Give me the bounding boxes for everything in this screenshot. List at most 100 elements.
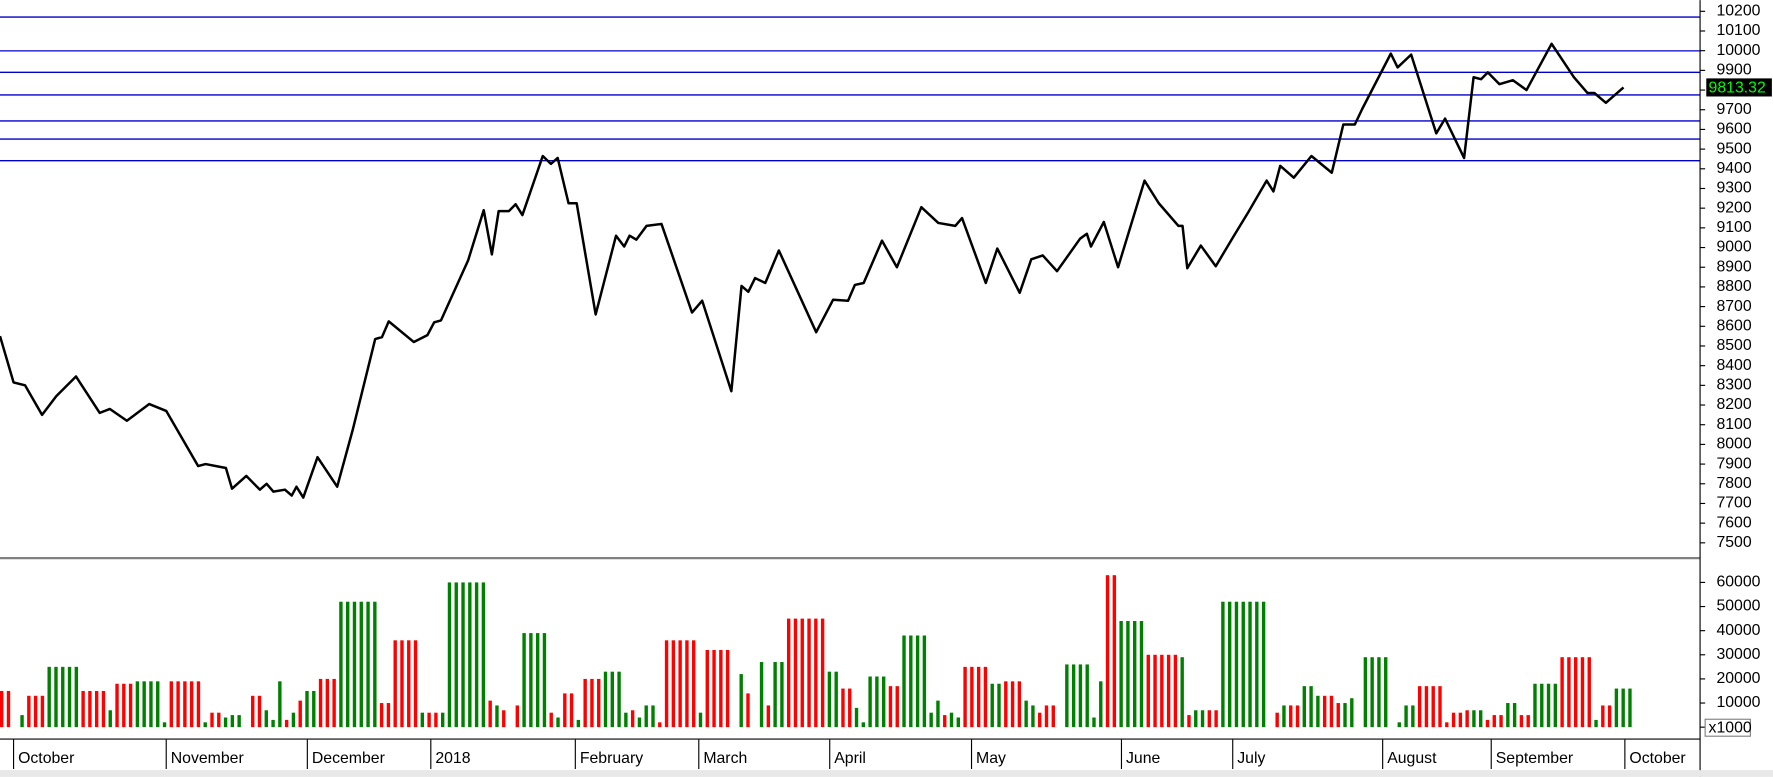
volume-bar bbox=[142, 681, 146, 728]
volume-bar bbox=[1295, 705, 1300, 728]
volume-bar bbox=[20, 715, 24, 728]
y-tick-label: 50000 bbox=[1716, 598, 1760, 615]
volume-bar bbox=[223, 717, 228, 728]
volume-bar bbox=[556, 717, 560, 728]
volume-bar bbox=[291, 712, 296, 728]
volume-bar bbox=[671, 640, 676, 728]
volume-bar bbox=[793, 618, 798, 728]
y-tick-label: 8900 bbox=[1716, 258, 1751, 275]
volume-bar bbox=[162, 722, 167, 728]
volume-bar bbox=[929, 712, 933, 728]
volume-bar bbox=[189, 681, 194, 728]
volume-bar bbox=[1519, 715, 1524, 728]
volume-bar bbox=[786, 618, 791, 728]
volume-bar bbox=[807, 618, 811, 728]
volume-bar bbox=[617, 671, 621, 728]
volume-bar bbox=[841, 688, 845, 728]
volume-bar bbox=[237, 715, 241, 728]
volume-bar bbox=[970, 666, 974, 728]
volume-bar bbox=[332, 678, 336, 728]
volume-bar bbox=[624, 712, 628, 728]
y-tick-label: 8700 bbox=[1716, 298, 1751, 315]
y-tick-label: 60000 bbox=[1716, 574, 1760, 591]
volume-bar bbox=[1397, 722, 1401, 728]
volume-bar bbox=[454, 582, 458, 728]
volume-bar bbox=[1438, 686, 1442, 728]
volume-bar bbox=[1485, 719, 1490, 728]
volume-bar bbox=[1370, 657, 1374, 728]
volume-bar bbox=[766, 705, 771, 728]
x-tick-label: 2018 bbox=[435, 750, 470, 767]
volume-bar bbox=[1071, 664, 1076, 728]
volume-bar bbox=[1166, 654, 1171, 728]
volume-bar bbox=[664, 640, 669, 728]
y-tick-label: 8800 bbox=[1716, 278, 1751, 295]
volume-bar bbox=[1614, 688, 1619, 728]
volume-bar bbox=[1336, 703, 1340, 728]
x-tick-label: October bbox=[1629, 750, 1686, 767]
volume-bar bbox=[692, 640, 696, 728]
volume-bar bbox=[352, 601, 357, 728]
volume-bar bbox=[1479, 710, 1483, 728]
volume-bar bbox=[1350, 698, 1354, 728]
volume-bar bbox=[1424, 686, 1429, 728]
volume-bar bbox=[1465, 710, 1469, 728]
volume-bar bbox=[834, 671, 838, 728]
volume-bar bbox=[800, 618, 804, 728]
annotation: x1000 bbox=[1709, 719, 1752, 736]
volume-bar bbox=[502, 710, 506, 728]
volume-bar bbox=[169, 681, 174, 728]
y-tick-label: 7700 bbox=[1716, 495, 1751, 512]
volume-bar bbox=[61, 666, 65, 728]
volume-bar bbox=[868, 676, 872, 728]
volume-bar bbox=[1546, 683, 1551, 728]
volume-bar bbox=[264, 710, 268, 728]
volume-bar bbox=[1512, 703, 1517, 728]
x-tick-label: August bbox=[1387, 750, 1437, 767]
volume-bar bbox=[373, 601, 377, 728]
y-tick-label: 7800 bbox=[1716, 475, 1751, 492]
volume-bar bbox=[1078, 664, 1083, 728]
x-tick-label: April bbox=[834, 750, 866, 767]
volume-bar bbox=[6, 690, 11, 728]
volume-bar bbox=[1261, 601, 1266, 728]
volume-bar bbox=[1621, 688, 1625, 728]
volume-bar bbox=[33, 695, 38, 728]
volume-bar bbox=[1282, 705, 1286, 728]
volume-bar bbox=[1146, 654, 1150, 728]
annotation-box bbox=[1704, 718, 1751, 737]
volume-bar bbox=[407, 640, 411, 728]
volume-bar bbox=[529, 633, 533, 728]
volume-bar bbox=[217, 712, 221, 728]
volume-bar bbox=[943, 715, 947, 728]
volume-bar bbox=[1038, 712, 1042, 728]
volume-bar bbox=[1194, 710, 1198, 728]
volume-bar bbox=[1601, 705, 1605, 728]
volume-bar bbox=[135, 681, 140, 728]
volume-bar bbox=[88, 690, 92, 728]
volume-bar bbox=[603, 671, 608, 728]
volume-bar bbox=[705, 649, 709, 728]
volume-bar bbox=[115, 683, 119, 728]
volume-bar bbox=[1044, 705, 1049, 728]
volume-bar bbox=[895, 686, 899, 728]
volume-bar bbox=[149, 681, 153, 728]
volume-bar bbox=[1363, 657, 1368, 728]
volume-bar bbox=[251, 695, 255, 728]
volume-bar bbox=[1092, 717, 1096, 728]
volume-bar bbox=[1207, 710, 1212, 728]
volume-bar bbox=[773, 662, 777, 728]
volume-bar bbox=[101, 690, 106, 728]
volume-bar bbox=[1255, 601, 1259, 728]
y-tick-label: 9000 bbox=[1716, 239, 1751, 256]
volume-bar bbox=[312, 690, 316, 728]
volume-bar bbox=[549, 712, 553, 728]
volume-bar bbox=[0, 690, 4, 728]
y-tick-label: 10100 bbox=[1716, 22, 1760, 39]
volume-bar bbox=[393, 640, 397, 728]
volume-bar bbox=[1499, 715, 1503, 728]
volume-bar bbox=[366, 601, 370, 728]
volume-bar bbox=[1227, 601, 1232, 728]
